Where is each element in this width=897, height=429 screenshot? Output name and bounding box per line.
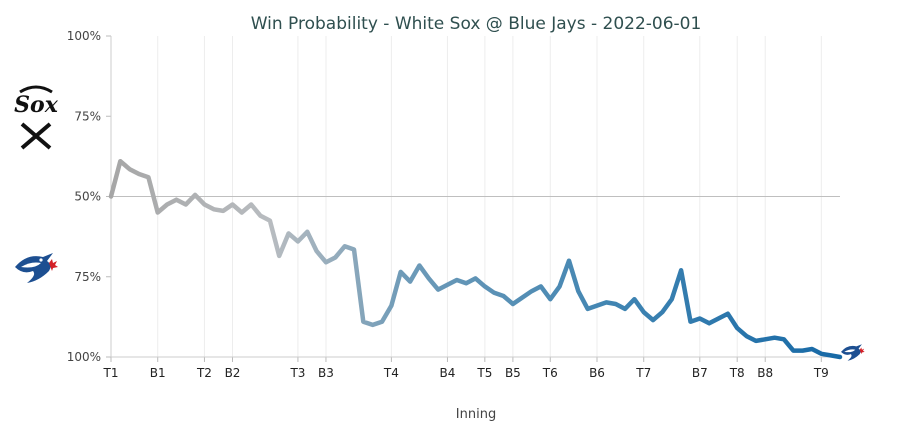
blue-jays-logo (15, 253, 58, 283)
x-tick-label: T2 (196, 366, 212, 380)
x-tick-label: B5 (505, 366, 521, 380)
blue-jays-end-logo (841, 344, 865, 361)
x-tick-label: B6 (589, 366, 605, 380)
x-tick-label: T9 (813, 366, 829, 380)
x-tick-label: T6 (542, 366, 558, 380)
x-tick-label: B1 (150, 366, 166, 380)
y-tick-label: 100% (67, 350, 101, 364)
win-probability-line (108, 158, 843, 360)
x-tick-label: T1 (103, 366, 119, 380)
x-tick-label: B4 (440, 366, 456, 380)
x-tick-label: B7 (692, 366, 708, 380)
white-sox-logo-text: Sox (14, 92, 59, 118)
x-axis-ticks: T1 B1 T2 B2 T3 B3 T4 B4 T5 B5 T6 B6 T7 B7 T8 B8 T9 (103, 357, 829, 380)
x-tick-label: T3 (289, 366, 305, 380)
y-tick-label: 75% (74, 270, 101, 284)
y-axis-ticks: 100% 75% 50% 75% 100% (67, 29, 111, 364)
x-tick-label: B2 (225, 366, 241, 380)
x-tick-label: T8 (729, 366, 745, 380)
chart-title: Win Probability - White Sox @ Blue Jays … (251, 14, 702, 34)
x-axis-label: Inning (456, 407, 496, 422)
x-tick-label: T4 (383, 366, 399, 380)
x-tick-label: T7 (635, 366, 651, 380)
white-sox-logo: Sox (14, 85, 59, 150)
y-tick-label: 50% (74, 190, 101, 204)
x-tick-label: B8 (757, 366, 773, 380)
y-tick-label: 100% (67, 29, 101, 43)
y-tick-label: 75% (74, 109, 101, 123)
x-tick-label: B3 (318, 366, 334, 380)
x-tick-label: T5 (476, 366, 492, 380)
